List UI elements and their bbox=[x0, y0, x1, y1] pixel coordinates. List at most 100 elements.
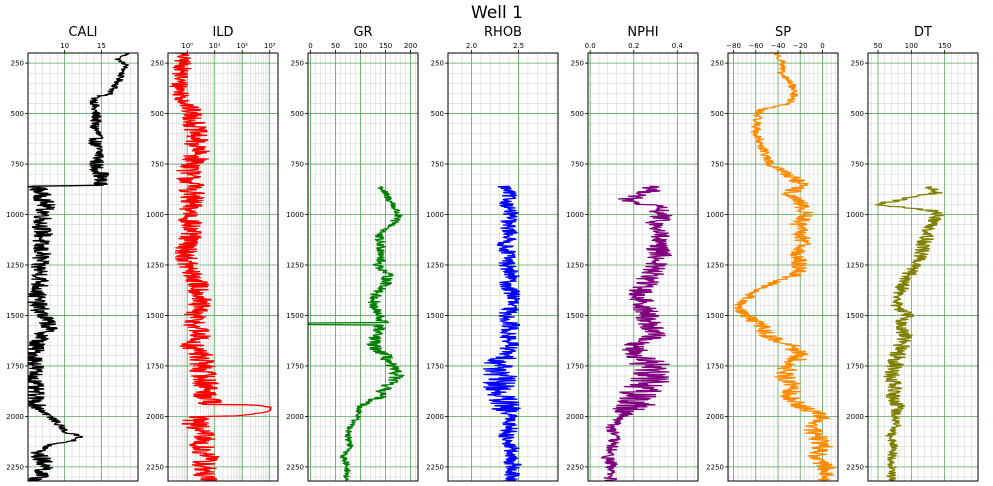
y-tick-label: 1500 bbox=[566, 312, 584, 320]
y-tick-label: 750 bbox=[151, 161, 164, 169]
y-tick-label: 750 bbox=[431, 161, 444, 169]
y-tick-label: 2250 bbox=[566, 463, 584, 471]
track-nphi: 250 500 750 1000 1250 1500 1750 2000 2250 0.0 0.2 0… bbox=[566, 25, 699, 482]
x-tick-label: 10⁰ bbox=[181, 42, 193, 50]
y-tick-label: 250 bbox=[291, 60, 304, 68]
y-tick-label: 2250 bbox=[846, 463, 864, 471]
track-title: DT bbox=[914, 25, 932, 40]
y-tick-label: 1000 bbox=[146, 211, 164, 219]
y-tick-label: 2000 bbox=[426, 413, 444, 421]
y-tick-label: 1250 bbox=[286, 261, 304, 269]
track-frame bbox=[447, 52, 559, 482]
x-tick-label: 150 bbox=[938, 42, 951, 50]
y-tick-label: 750 bbox=[291, 161, 304, 169]
y-tick-label: 1250 bbox=[706, 261, 724, 269]
y-tick-label: 1500 bbox=[426, 312, 444, 320]
y-tick-label: 2000 bbox=[286, 413, 304, 421]
track-title: NPHI bbox=[627, 25, 658, 40]
y-tick-label: 2250 bbox=[426, 463, 444, 471]
track-title: SP bbox=[775, 25, 791, 40]
track-cali: 250 500 750 1000 1250 1500 1750 2000 2250 10 15CAL… bbox=[6, 25, 139, 482]
y-tick-label: 250 bbox=[431, 60, 444, 68]
track-frame bbox=[587, 52, 699, 482]
series-line-dt bbox=[874, 185, 944, 481]
track-title: GR bbox=[353, 25, 372, 40]
y-tick-label: 1250 bbox=[426, 261, 444, 269]
y-tick-label: 1000 bbox=[566, 211, 584, 219]
grid bbox=[448, 53, 558, 481]
y-tick-label: 500 bbox=[431, 110, 444, 118]
y-tick-label: 1500 bbox=[286, 312, 304, 320]
x-tick-label: 10² bbox=[236, 42, 248, 50]
series-line-nphi bbox=[600, 185, 673, 481]
y-tick-label: 250 bbox=[151, 60, 164, 68]
y-tick-label: 1500 bbox=[6, 312, 24, 320]
x-tick-label: 0 bbox=[308, 42, 312, 50]
y-tick-label: 1000 bbox=[846, 211, 864, 219]
y-tick-label: 750 bbox=[851, 161, 864, 169]
y-tick-label: 2000 bbox=[6, 413, 24, 421]
track-frame bbox=[727, 52, 839, 482]
y-tick-label: 250 bbox=[851, 60, 864, 68]
y-tick-label: 1250 bbox=[146, 261, 164, 269]
y-tick-label: 500 bbox=[291, 110, 304, 118]
x-tick-label: −20 bbox=[793, 42, 808, 50]
y-tick-label: 1750 bbox=[6, 362, 24, 370]
y-tick-label: 1750 bbox=[846, 362, 864, 370]
x-tick-label: 15 bbox=[97, 42, 106, 50]
y-tick-label: 2250 bbox=[286, 463, 304, 471]
x-tick-label: 50 bbox=[331, 42, 340, 50]
x-tick-label: −40 bbox=[771, 42, 786, 50]
grid bbox=[728, 53, 838, 481]
track-frame bbox=[307, 52, 419, 482]
grid bbox=[588, 53, 698, 481]
track-frame bbox=[867, 52, 979, 482]
track-frame bbox=[167, 52, 279, 482]
track-frame bbox=[27, 52, 139, 482]
x-tick-label: 0 bbox=[820, 42, 824, 50]
series-line-sp bbox=[733, 53, 836, 481]
y-tick-label: 500 bbox=[711, 110, 724, 118]
figure-title: Well 1 bbox=[471, 3, 523, 23]
y-tick-label: 250 bbox=[11, 60, 24, 68]
x-tick-label: 200 bbox=[404, 42, 417, 50]
y-tick-label: 750 bbox=[711, 161, 724, 169]
series-line-ild bbox=[169, 53, 272, 481]
y-tick-label: 1000 bbox=[426, 211, 444, 219]
x-tick-label: 10¹ bbox=[209, 42, 221, 50]
track-title: CALI bbox=[68, 25, 97, 40]
x-tick-label: 0.4 bbox=[672, 42, 684, 50]
x-tick-label: 2.0 bbox=[466, 42, 477, 50]
x-tick-label: 10³ bbox=[264, 42, 276, 50]
y-tick-label: 1000 bbox=[706, 211, 724, 219]
x-tick-label: 0.0 bbox=[585, 42, 596, 50]
x-tick-label: 50 bbox=[874, 42, 883, 50]
track-gr: 250 500 750 1000 1250 1500 1750 2000 2250 0 50 100 1… bbox=[286, 25, 419, 482]
y-tick-label: 1500 bbox=[846, 312, 864, 320]
grid bbox=[868, 53, 978, 481]
y-tick-label: 500 bbox=[11, 110, 24, 118]
track-dt: 250 500 750 1000 1250 1500 1750 2000 2250 50 100 15… bbox=[846, 25, 979, 482]
y-tick-label: 1750 bbox=[426, 362, 444, 370]
y-tick-label: 250 bbox=[711, 60, 724, 68]
y-tick-label: 1000 bbox=[286, 211, 304, 219]
y-tick-label: 1250 bbox=[566, 261, 584, 269]
y-tick-label: 500 bbox=[151, 110, 164, 118]
y-tick-label: 2000 bbox=[706, 413, 724, 421]
x-tick-label: 0.2 bbox=[628, 42, 639, 50]
x-tick-label: 100 bbox=[354, 42, 367, 50]
y-tick-label: 2000 bbox=[846, 413, 864, 421]
y-tick-label: 500 bbox=[851, 110, 864, 118]
y-tick-label: 250 bbox=[571, 60, 584, 68]
y-tick-label: 2250 bbox=[706, 463, 724, 471]
y-tick-label: 1750 bbox=[706, 362, 724, 370]
y-tick-label: 2000 bbox=[146, 413, 164, 421]
y-tick-label: 2250 bbox=[6, 463, 24, 471]
y-tick-label: 500 bbox=[571, 110, 584, 118]
track-title: ILD bbox=[212, 25, 233, 40]
x-tick-label: 10 bbox=[60, 42, 69, 50]
y-tick-label: 2250 bbox=[146, 463, 164, 471]
y-tick-label: 750 bbox=[11, 161, 24, 169]
